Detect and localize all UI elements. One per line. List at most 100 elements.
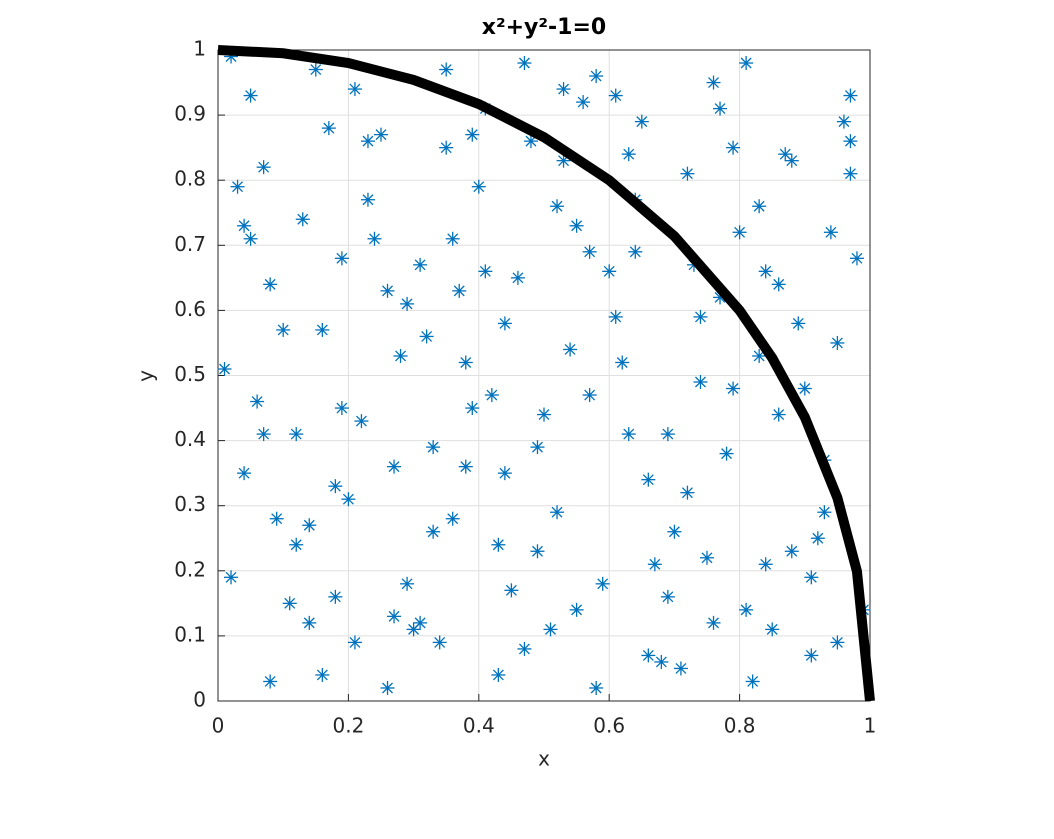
marker-stroke [805,649,817,661]
asterisk-marker [621,147,636,162]
asterisk-marker [843,88,858,103]
asterisk-marker [582,388,597,403]
asterisk-marker [445,231,460,246]
marker-stroke [623,148,635,160]
asterisk-marker [771,407,786,422]
marker-stroke [486,389,498,401]
marker-stroke [812,532,824,544]
asterisk-marker [530,544,545,559]
asterisk-marker [530,440,545,455]
marker-stroke [792,317,804,329]
asterisk-marker [302,615,317,630]
asterisk-marker [334,251,349,266]
marker-stroke [831,636,843,648]
asterisk-marker [830,635,845,650]
asterisk-marker [243,231,258,246]
y-tick-label: 0.5 [174,362,206,386]
marker-stroke [675,662,687,674]
asterisk-marker [217,361,232,376]
marker-stroke [584,389,596,401]
y-tick-label: 0.4 [174,427,206,451]
asterisk-marker [602,264,617,279]
marker-stroke [271,513,283,525]
marker-stroke [603,265,615,277]
marker-stroke [727,142,739,154]
marker-stroke [290,539,302,551]
asterisk-marker [726,381,741,396]
asterisk-marker [315,322,330,337]
asterisk-marker [537,407,551,422]
marker-stroke [355,415,367,427]
marker-stroke [773,409,785,421]
marker-stroke [695,311,706,323]
asterisk-marker [445,511,460,526]
asterisk-marker [589,680,604,695]
marker-stroke [258,428,270,440]
marker-stroke [844,168,856,180]
marker-stroke [786,155,798,167]
asterisk-marker [426,440,441,455]
asterisk-marker [491,667,506,682]
marker-stroke [753,200,765,212]
marker-stroke [532,545,543,557]
asterisk-marker [504,583,519,598]
marker-stroke [460,357,472,368]
asterisk-marker [758,557,773,572]
marker-stroke [727,383,739,394]
marker-stroke [492,539,504,551]
asterisk-marker [667,524,682,539]
marker-stroke [818,506,830,518]
asterisk-marker [693,309,708,324]
marker-stroke [238,220,250,232]
y-tick-label: 0.1 [174,622,206,646]
marker-stroke [251,396,263,407]
marker-stroke [408,623,420,635]
marker-stroke [277,324,289,336]
asterisk-marker [517,641,532,656]
marker-stroke [616,357,628,368]
asterisk-marker [810,531,825,546]
x-tick-label: 0.6 [593,714,625,738]
marker-stroke [753,350,765,362]
marker-stroke [577,96,589,108]
asterisk-marker [550,505,565,520]
marker-stroke [590,682,602,694]
marker-stroke [264,278,276,290]
asterisk-marker [269,511,284,526]
marker-stroke [766,623,778,635]
asterisk-marker [784,153,799,168]
asterisk-marker [374,127,388,142]
asterisk-marker [413,257,428,272]
marker-stroke [779,148,791,160]
marker-stroke [284,597,296,609]
asterisk-marker [543,622,558,637]
asterisk-marker [328,589,343,604]
asterisk-marker [308,62,323,77]
marker-stroke [564,344,576,355]
asterisk-marker [347,635,362,650]
y-tick-label: 0.8 [174,167,206,191]
asterisk-marker [569,602,584,617]
asterisk-marker [784,544,799,559]
marker-stroke [473,181,485,193]
asterisk-marker [556,82,571,97]
curve [217,45,875,702]
asterisk-marker [465,127,480,142]
asterisk-marker [647,557,662,572]
asterisk-marker [263,674,278,689]
asterisk-marker [615,355,630,370]
asterisk-marker [360,192,375,207]
asterisk-marker [843,166,858,181]
marker-stroke [590,70,602,82]
marker-stroke [401,578,413,590]
asterisk-marker [628,244,643,259]
asterisk-marker [706,75,721,90]
asterisk-marker [758,264,773,279]
asterisk-marker [289,537,304,552]
grid [217,49,871,702]
asterisk-marker [589,69,604,84]
asterisk-marker [400,296,415,311]
asterisk-marker [419,329,434,344]
asterisk-marker [726,140,741,155]
asterisk-marker [289,427,304,442]
